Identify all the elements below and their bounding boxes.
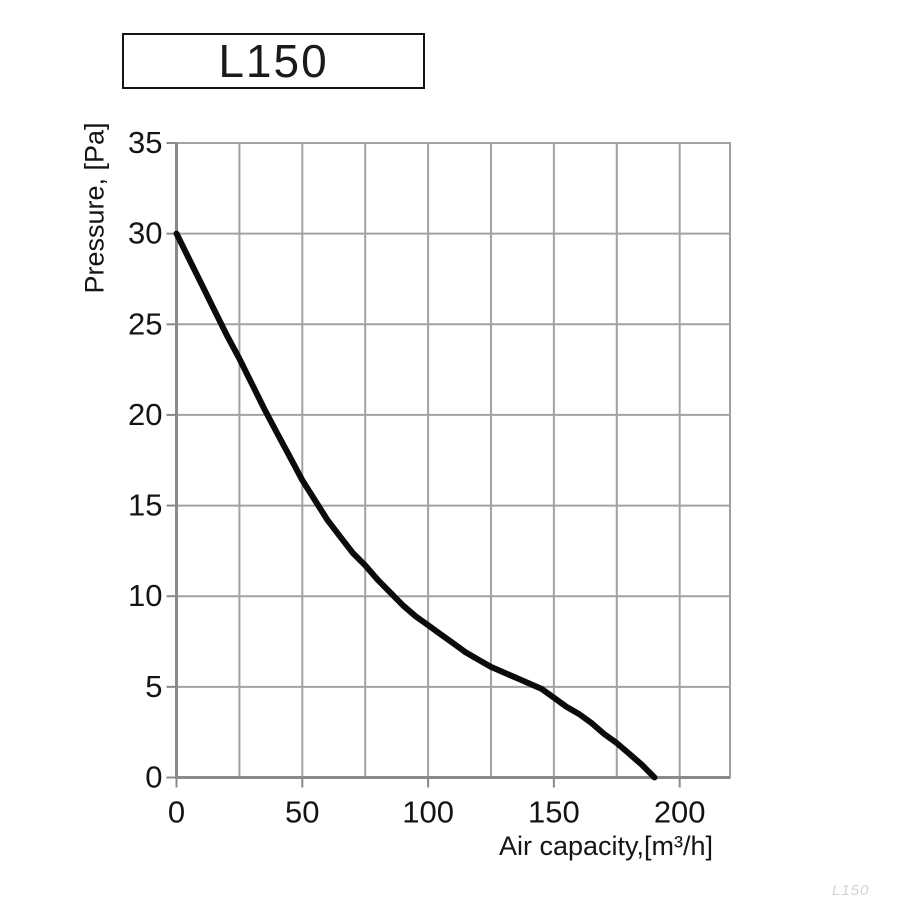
y-tick-label: 15	[128, 488, 162, 523]
fan-curve	[173, 230, 658, 781]
y-tick-label: 20	[128, 397, 162, 432]
y-tick-label: 0	[145, 760, 162, 795]
x-tick-label: 100	[402, 795, 454, 830]
plot-border	[175, 142, 731, 779]
model-title: L150	[218, 35, 329, 87]
x-axis-label: Air capacity,[m³/h]	[498, 831, 713, 861]
watermark: L150	[832, 882, 870, 899]
y-tick-label: 25	[128, 306, 162, 341]
x-tick-label: 200	[654, 795, 706, 830]
x-tick-label: 50	[285, 795, 319, 830]
y-tick-label: 10	[128, 578, 162, 613]
y-axis-label: Pressure, [Pa]	[79, 122, 110, 294]
x-tick-label: 0	[168, 795, 185, 830]
model-title-box: L150	[122, 33, 425, 89]
y-tick-label: 5	[145, 669, 162, 704]
y-tick-label: 35	[128, 125, 162, 160]
x-tick-label: 150	[528, 795, 580, 830]
y-tick-label: 30	[128, 216, 162, 251]
